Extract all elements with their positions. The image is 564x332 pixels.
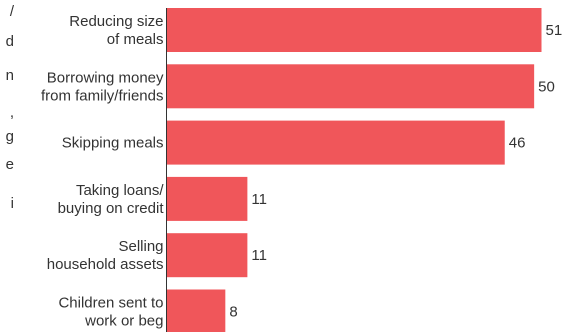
value-label-5: 11 — [251, 247, 267, 264]
bar-4 — [166, 176, 248, 221]
value-label-4: 11 — [251, 191, 267, 208]
category-label-3-line-1: Skipping meals — [62, 135, 164, 152]
category-label-4-line-1: Taking loans/ — [76, 182, 164, 199]
clipped-text-2: d — [5, 33, 14, 50]
category-label-5-line-2: household assets — [47, 256, 164, 273]
bars-group — [166, 8, 542, 332]
value-label-2: 50 — [538, 78, 555, 95]
bar-3 — [166, 120, 505, 165]
value-label-3: 46 — [509, 135, 526, 152]
category-label-2-line-2: from family/friends — [41, 87, 164, 104]
value-labels-group: 51 50 46 11 11 8 — [229, 22, 562, 321]
category-label-2-line-1: Borrowing money — [47, 69, 164, 86]
clipped-text-4: , — [9, 104, 14, 121]
clipped-text-3: n — [5, 67, 14, 84]
category-label-6-line-2: work or beg — [84, 313, 163, 330]
bar-2 — [166, 64, 535, 109]
value-label-1: 51 — [546, 22, 563, 39]
clipped-text-5: g — [5, 128, 14, 145]
bar-6 — [166, 289, 226, 332]
value-label-6: 8 — [229, 304, 237, 321]
category-label-4-line-2: buying on credit — [58, 200, 165, 217]
bar-5 — [166, 233, 248, 278]
category-label-5-line-1: Selling — [118, 238, 163, 255]
bar-1 — [166, 8, 542, 52]
category-label-1-line-1: Reducing size — [69, 13, 163, 30]
category-label-1-line-2: of meals — [107, 31, 164, 48]
clipped-left-text: / d n , g e i — [0, 0, 20, 332]
clipped-text-6: e — [5, 156, 14, 173]
clipped-text-7: i — [10, 195, 14, 212]
clipped-text-1: / — [9, 3, 14, 20]
category-label-6-line-1: Children sent to — [58, 295, 163, 312]
